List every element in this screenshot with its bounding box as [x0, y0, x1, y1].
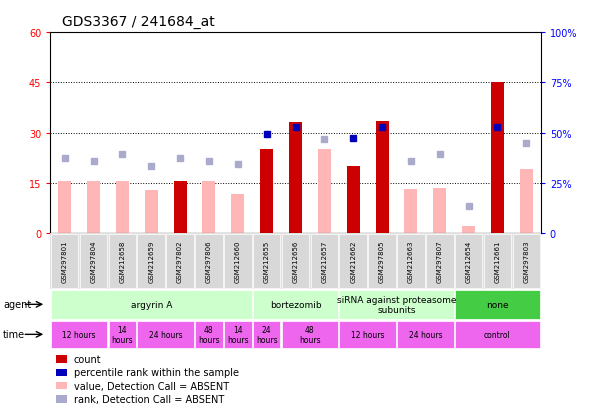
Bar [289, 123, 302, 233]
Text: GSM212657: GSM212657 [322, 240, 327, 282]
Bar [174, 182, 187, 233]
Text: 12 hours: 12 hours [351, 330, 384, 339]
Bar [347, 166, 360, 233]
Text: 24 hours: 24 hours [408, 330, 442, 339]
Bar [58, 182, 71, 233]
Text: GSM212658: GSM212658 [119, 240, 125, 282]
Text: GSM212659: GSM212659 [148, 240, 154, 282]
Bar [203, 182, 216, 233]
Text: 14
hours: 14 hours [112, 325, 133, 344]
Text: none: none [486, 300, 509, 309]
Text: percentile rank within the sample: percentile rank within the sample [74, 368, 239, 377]
Text: GSM212654: GSM212654 [466, 240, 472, 282]
Text: GSM297801: GSM297801 [61, 240, 67, 282]
Text: 48
hours: 48 hours [299, 325, 321, 344]
Text: GSM297802: GSM297802 [177, 240, 183, 282]
Bar [87, 182, 100, 233]
Text: GSM297806: GSM297806 [206, 240, 212, 282]
Text: rank, Detection Call = ABSENT: rank, Detection Call = ABSENT [74, 394, 224, 404]
Bar [260, 150, 273, 233]
Text: 24 hours: 24 hours [149, 330, 183, 339]
Text: siRNA against proteasome
subunits: siRNA against proteasome subunits [337, 295, 456, 314]
Bar [318, 150, 331, 233]
Text: GSM297803: GSM297803 [524, 240, 530, 282]
Text: GSM297805: GSM297805 [379, 240, 385, 282]
Text: GSM212655: GSM212655 [264, 240, 269, 282]
Bar [145, 191, 158, 233]
Text: argyrin A: argyrin A [131, 300, 172, 309]
Text: bortezomib: bortezomib [269, 300, 322, 309]
Bar [404, 190, 417, 233]
Text: agent: agent [3, 299, 31, 310]
Text: 24
hours: 24 hours [256, 325, 277, 344]
Text: 12 hours: 12 hours [62, 330, 96, 339]
Text: count: count [74, 354, 102, 364]
Text: time: time [3, 330, 25, 339]
Bar [375, 121, 388, 233]
Bar [231, 195, 244, 233]
Text: GSM297807: GSM297807 [437, 240, 443, 282]
Text: GSM212662: GSM212662 [350, 240, 356, 282]
Bar [491, 83, 504, 233]
Text: GSM297804: GSM297804 [90, 240, 96, 282]
Text: 14
hours: 14 hours [227, 325, 249, 344]
Text: 48
hours: 48 hours [198, 325, 220, 344]
Bar [520, 170, 533, 233]
Bar [116, 182, 129, 233]
Bar [462, 227, 475, 233]
Text: GSM212660: GSM212660 [235, 240, 241, 282]
Text: GSM212663: GSM212663 [408, 240, 414, 282]
Text: GSM212656: GSM212656 [293, 240, 298, 282]
Text: control: control [484, 330, 511, 339]
Text: GDS3367 / 241684_at: GDS3367 / 241684_at [62, 15, 215, 29]
Text: value, Detection Call = ABSENT: value, Detection Call = ABSENT [74, 381, 229, 391]
Text: GSM212661: GSM212661 [495, 240, 501, 282]
Bar [433, 188, 446, 233]
